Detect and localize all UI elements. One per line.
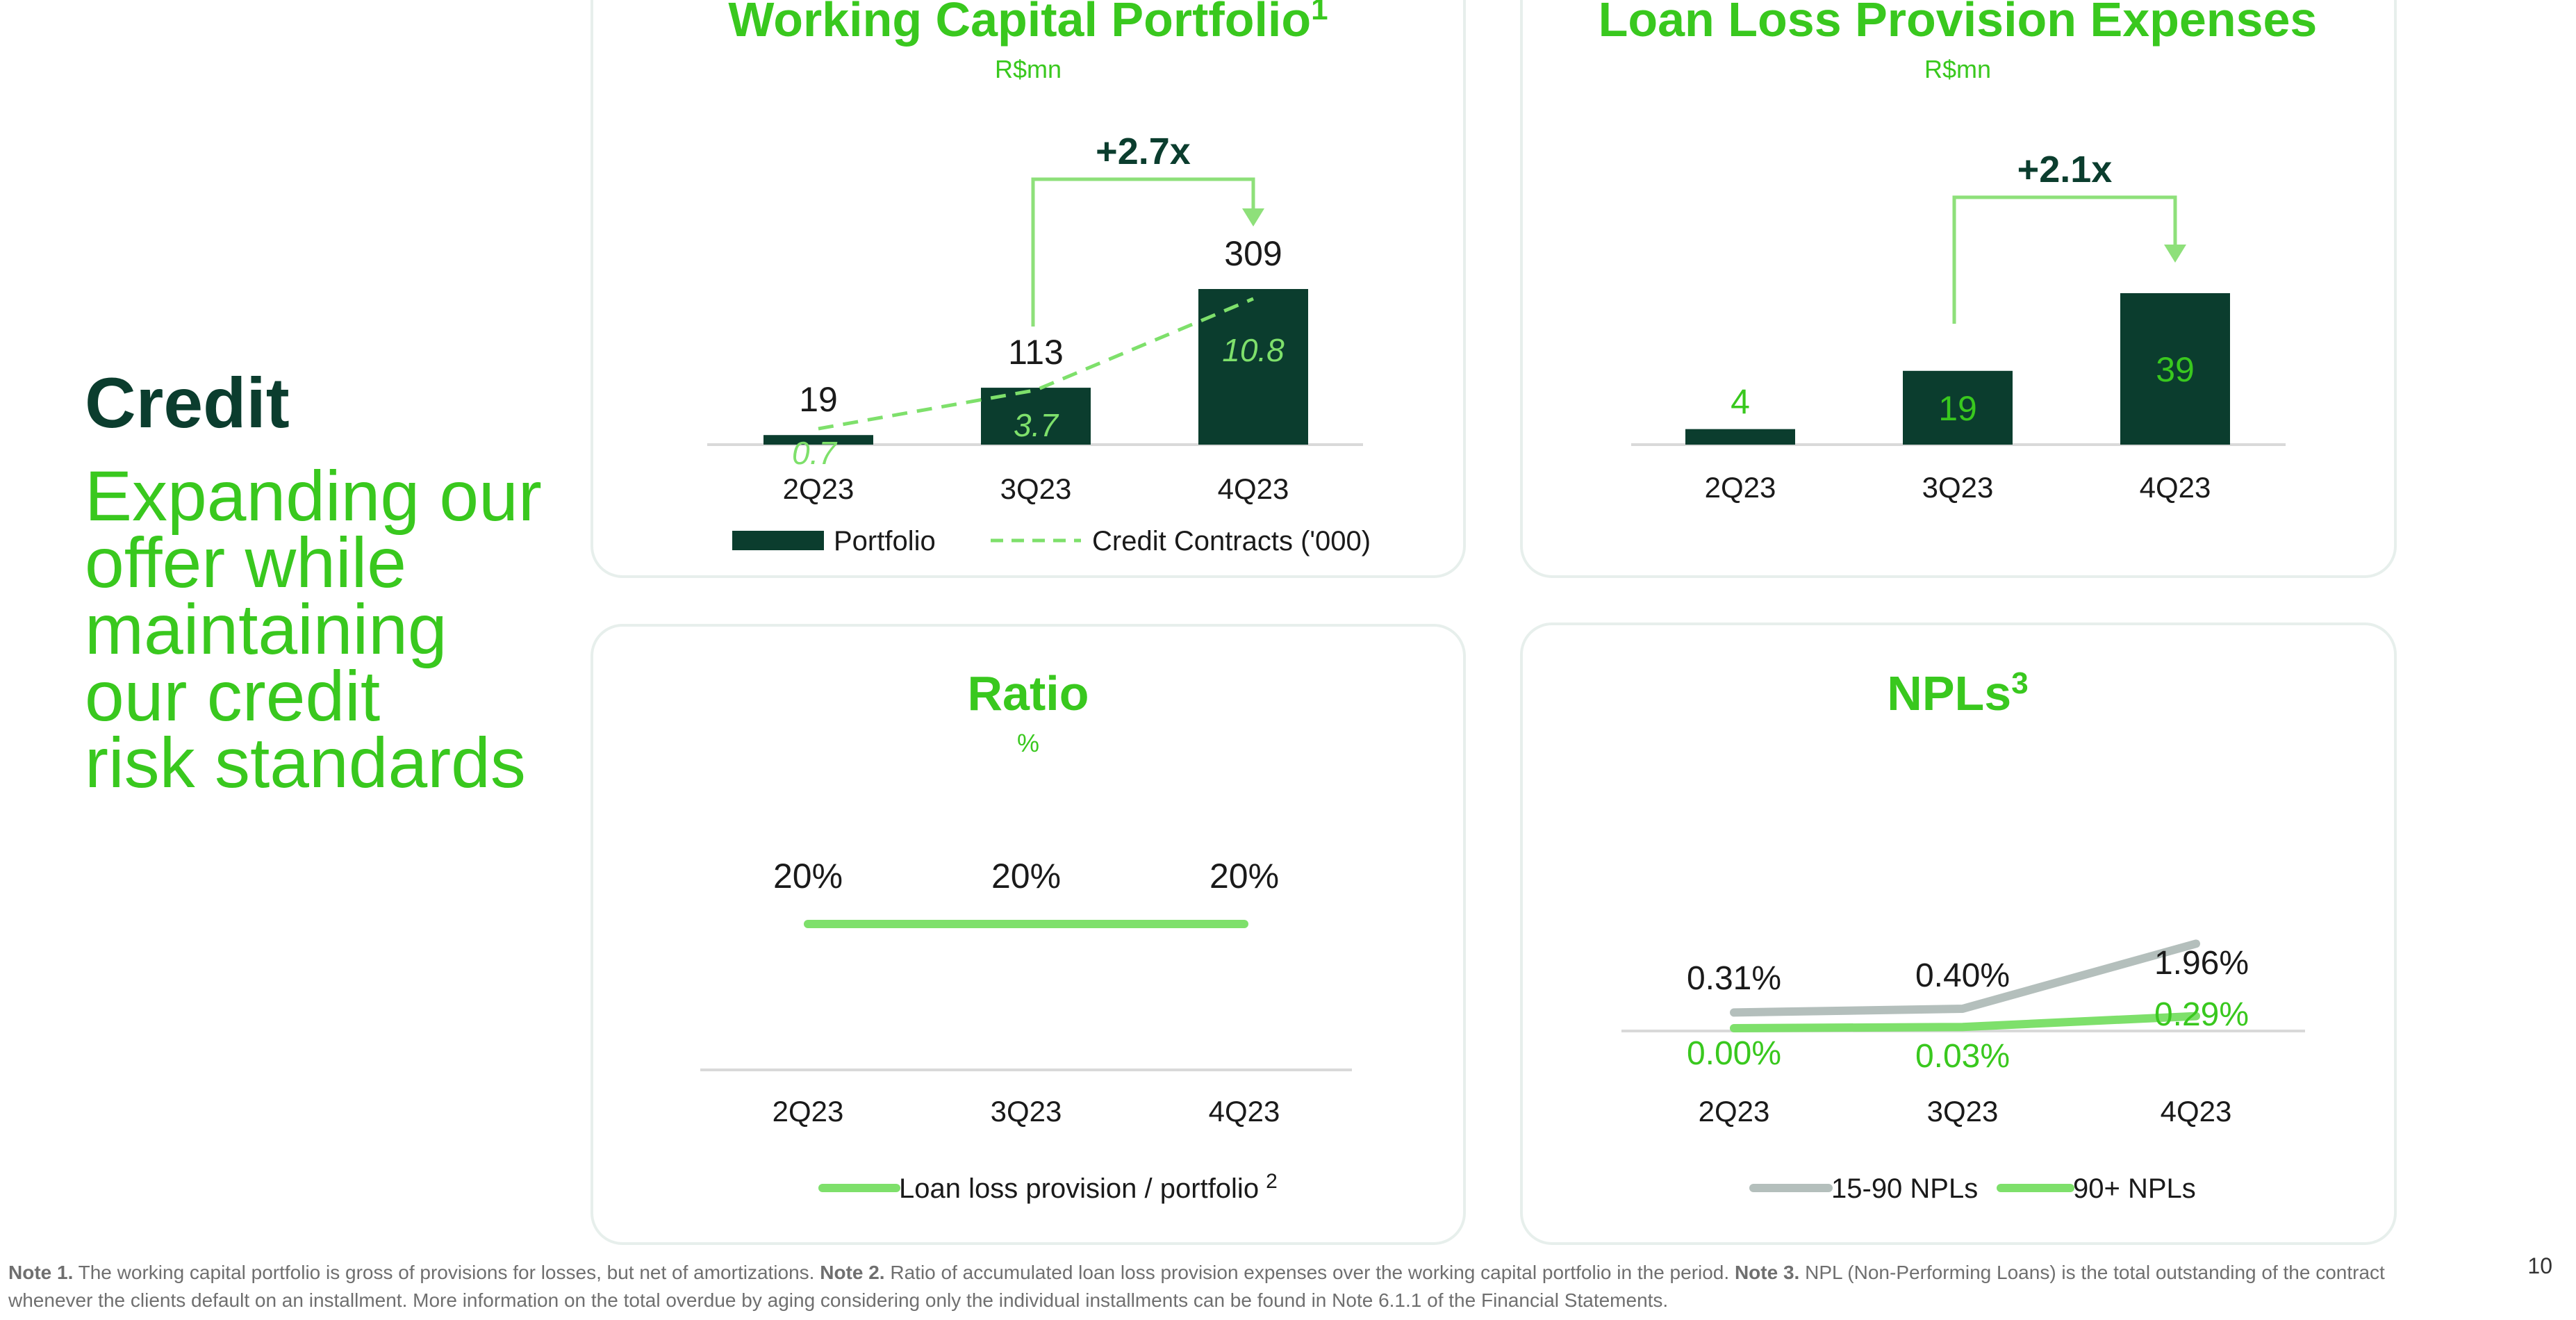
wc-growth-line bbox=[1031, 177, 1255, 327]
wc-bar-4Q23 bbox=[1198, 289, 1308, 445]
wc-contracts-label-4Q23: 10.8 bbox=[1222, 332, 1285, 368]
ratio-tick-2Q23: 2Q23 bbox=[773, 1095, 844, 1128]
npl-tick-4Q23: 4Q23 bbox=[2161, 1095, 2232, 1128]
footnote-3-label: Note 3. bbox=[1734, 1262, 1800, 1283]
ratio-subtitle: % bbox=[1017, 729, 1039, 757]
npl-tick-3Q23: 3Q23 bbox=[1927, 1095, 1999, 1128]
footnote: Note 1. The working capital portfolio is… bbox=[8, 1259, 2440, 1314]
wc-legend-portfolio-label: Portfolio bbox=[834, 526, 936, 556]
ratio-value-label-2Q23: 20% bbox=[773, 857, 843, 896]
npl-tick-2Q23: 2Q23 bbox=[1699, 1095, 1770, 1128]
ratio-value-label-4Q23: 20% bbox=[1209, 857, 1279, 896]
ratio-card bbox=[591, 624, 1466, 1245]
wc-legend-contracts-label: Credit Contracts ('000) bbox=[1092, 526, 1371, 556]
llp-value-label-4Q23: 39 bbox=[2156, 350, 2195, 389]
wc-tick-2Q23: 2Q23 bbox=[783, 472, 854, 505]
npl-15-90-label-3Q23: 0.40% bbox=[1915, 957, 2010, 994]
loan-loss-provision-card bbox=[1520, 0, 2397, 578]
npl-90plus-label-4Q23: 0.29% bbox=[2154, 996, 2249, 1033]
llp-growth-line bbox=[1952, 195, 2177, 324]
wc-tick-3Q23: 3Q23 bbox=[1000, 472, 1072, 505]
ratio-tick-3Q23: 3Q23 bbox=[991, 1095, 1062, 1128]
footnote-1-label: Note 1. bbox=[8, 1262, 74, 1283]
npl-15-90-label-4Q23: 1.96% bbox=[2154, 945, 2249, 982]
npl-90plus-label-3Q23: 0.03% bbox=[1915, 1038, 2010, 1075]
llp-subtitle: R$mn bbox=[1924, 55, 1991, 83]
npl-legend-90plus-label: 90+ NPLs bbox=[2073, 1173, 2196, 1204]
wc-contracts-line bbox=[818, 297, 1254, 431]
npl-line-90plus bbox=[1730, 1012, 2200, 1032]
wc-growth-label: +2.7x bbox=[1096, 131, 1191, 172]
working-capital-card bbox=[591, 0, 1466, 578]
llp-bar-2Q23 bbox=[1685, 429, 1795, 445]
wc-value-label-4Q23: 309 bbox=[1224, 234, 1282, 273]
section-title: Credit bbox=[85, 363, 290, 443]
llp-title: Loan Loss Provision Expenses bbox=[1599, 0, 2318, 47]
llp-value-label-2Q23: 4 bbox=[1731, 383, 1750, 422]
llp-tick-4Q23: 4Q23 bbox=[2140, 471, 2211, 504]
wc-title: Working Capital Portfolio1 bbox=[728, 0, 1328, 47]
llp-tick-3Q23: 3Q23 bbox=[1922, 471, 1994, 504]
llp-growth-head bbox=[2164, 245, 2186, 263]
footnote-3-text: NPL (Non-Performing Loans) is the total … bbox=[8, 1262, 2385, 1311]
wc-growth-head bbox=[1242, 208, 1264, 226]
wc-value-label-2Q23: 19 bbox=[799, 380, 838, 419]
ratio-tick-4Q23: 4Q23 bbox=[1209, 1095, 1280, 1128]
wc-bar-2Q23 bbox=[763, 435, 873, 445]
wc-subtitle: R$mn bbox=[995, 55, 1062, 83]
npl-line-15-90 bbox=[1730, 939, 2200, 1017]
wc-tick-4Q23: 4Q23 bbox=[1218, 472, 1289, 505]
npl-title: NPLs3 bbox=[1887, 666, 2028, 720]
llp-bar-3Q23 bbox=[1903, 370, 2013, 445]
wc-contracts-label-2Q23: 0.7 bbox=[792, 435, 837, 471]
footnote-1-text: The working capital portfolio is gross o… bbox=[73, 1262, 820, 1283]
section-subtitle: Expanding our offer while maintaining ou… bbox=[85, 456, 542, 802]
page-number: 10 bbox=[2527, 1253, 2552, 1278]
ratio-legend-label: Loan loss provision / portfolio 2 bbox=[899, 1170, 1278, 1204]
wc-contracts-label-3Q23: 3.7 bbox=[1014, 407, 1059, 443]
ratio-title: Ratio bbox=[968, 666, 1089, 720]
npl-15-90-label-2Q23: 0.31% bbox=[1687, 960, 1781, 997]
llp-growth-label: +2.1x bbox=[2017, 149, 2113, 190]
wc-value-label-3Q23: 113 bbox=[1008, 333, 1064, 372]
npls-card bbox=[1520, 622, 2397, 1245]
footnote-2-label: Note 2. bbox=[820, 1262, 885, 1283]
wc-legend-portfolio-swatch bbox=[732, 531, 824, 550]
npl-legend-15-90-label: 15-90 NPLs bbox=[1831, 1173, 1978, 1204]
npl-90plus-label-2Q23: 0.00% bbox=[1687, 1035, 1781, 1072]
llp-tick-2Q23: 2Q23 bbox=[1705, 471, 1776, 504]
footnote-2-text: Ratio of accumulated loan loss provision… bbox=[884, 1262, 1735, 1283]
ratio-value-label-3Q23: 20% bbox=[991, 857, 1061, 896]
llp-value-label-3Q23: 19 bbox=[1938, 389, 1977, 428]
llp-bar-4Q23 bbox=[2120, 293, 2230, 445]
